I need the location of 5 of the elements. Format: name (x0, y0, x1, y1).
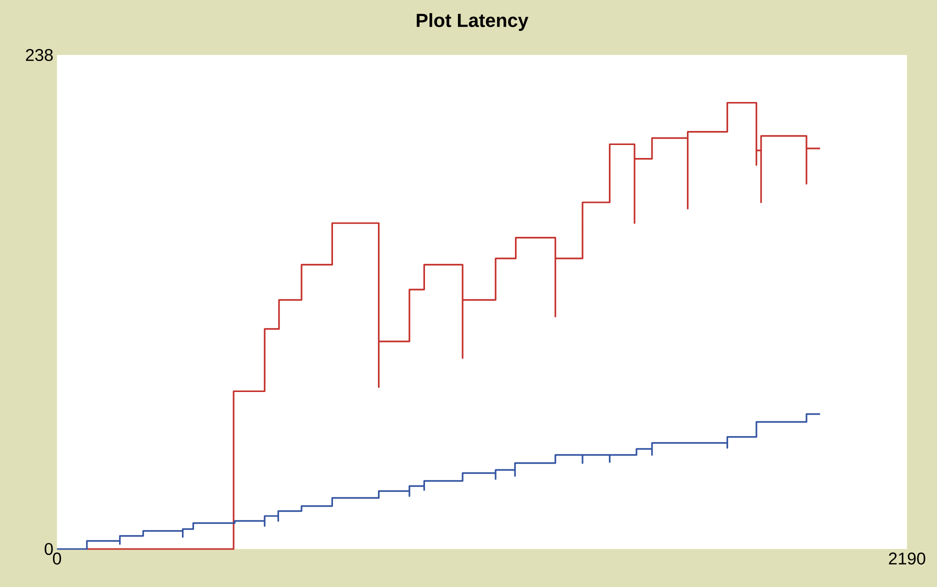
line-series (56, 413, 821, 550)
chart-title: Plot Latency (416, 13, 528, 31)
y-tick-label: 238 (26, 48, 53, 62)
x-tick-label: 2190 (888, 552, 926, 565)
line-series (86, 102, 821, 550)
